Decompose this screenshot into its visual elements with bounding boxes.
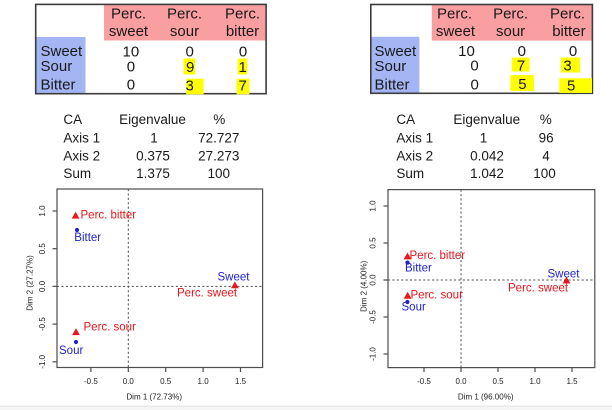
svg-text:5: 5 <box>518 76 526 93</box>
svg-text:Bitter: Bitter <box>405 263 432 275</box>
svg-text:0: 0 <box>239 44 247 61</box>
svg-text:0.5: 0.5 <box>369 237 378 249</box>
svg-text:-0.5: -0.5 <box>369 310 378 324</box>
svg-text:Bitter: Bitter <box>375 77 410 94</box>
svg-text:100: 100 <box>533 166 556 181</box>
svg-text:Dim 2 (4.00%): Dim 2 (4.00%) <box>359 260 368 311</box>
svg-text:0: 0 <box>127 77 135 94</box>
svg-text:Axis 2: Axis 2 <box>63 149 100 164</box>
svg-text:-0.5: -0.5 <box>38 317 47 331</box>
svg-text:0: 0 <box>127 59 135 76</box>
svg-text:Perc.: Perc. <box>167 5 202 22</box>
svg-text:Bitter: Bitter <box>74 232 101 244</box>
svg-text:3: 3 <box>186 78 194 95</box>
svg-text:CA: CA <box>396 112 415 127</box>
svg-text:Perc.: Perc. <box>550 5 585 22</box>
svg-text:Eigenvalue: Eigenvalue <box>453 112 520 127</box>
svg-text:sour: sour <box>496 23 525 40</box>
svg-text:0.5: 0.5 <box>38 243 47 255</box>
svg-text:Perc.: Perc. <box>437 5 472 22</box>
svg-text:1.0: 1.0 <box>38 205 47 217</box>
svg-text:4: 4 <box>542 149 550 164</box>
svg-text:%: % <box>213 112 225 127</box>
svg-text:Sweet: Sweet <box>218 272 251 284</box>
svg-text:-1.0: -1.0 <box>369 347 378 361</box>
svg-text:1.375: 1.375 <box>136 166 170 181</box>
svg-text:1.0: 1.0 <box>529 377 541 386</box>
svg-text:Dim 1 (72.73%): Dim 1 (72.73%) <box>126 392 182 401</box>
svg-text:72.727: 72.727 <box>198 130 239 145</box>
svg-text:0.0: 0.0 <box>369 274 378 286</box>
svg-text:bitter: bitter <box>226 23 259 40</box>
svg-text:Perc. bitter: Perc. bitter <box>410 250 466 262</box>
svg-text:0: 0 <box>518 43 526 60</box>
svg-text:CA: CA <box>63 112 82 127</box>
svg-text:5: 5 <box>567 78 575 95</box>
svg-text:Sour: Sour <box>375 58 407 75</box>
svg-text:Sweet: Sweet <box>548 269 581 281</box>
svg-text:Sour: Sour <box>402 302 426 314</box>
svg-text:0.0: 0.0 <box>455 377 467 386</box>
svg-text:Sour: Sour <box>41 58 73 75</box>
svg-text:Sweet: Sweet <box>41 43 84 60</box>
svg-text:bitter: bitter <box>552 23 585 40</box>
svg-text:1: 1 <box>150 130 158 145</box>
svg-text:Perc.: Perc. <box>225 5 260 22</box>
svg-text:1.5: 1.5 <box>566 377 578 386</box>
svg-text:sweet: sweet <box>109 23 149 40</box>
svg-text:3: 3 <box>563 58 571 75</box>
svg-text:1: 1 <box>480 130 488 145</box>
svg-text:Bitter: Bitter <box>41 77 76 94</box>
svg-text:1.042: 1.042 <box>470 166 504 181</box>
svg-text:96: 96 <box>539 130 554 145</box>
svg-text:27.273: 27.273 <box>198 149 239 164</box>
svg-text:Dim 2 (27.27%): Dim 2 (27.27%) <box>25 255 34 311</box>
svg-text:Axis 1: Axis 1 <box>63 130 100 145</box>
svg-text:0.0: 0.0 <box>123 377 135 386</box>
svg-text:Sum: Sum <box>396 166 424 181</box>
svg-text:9: 9 <box>186 59 194 76</box>
svg-text:Sum: Sum <box>63 166 91 181</box>
svg-text:Perc. sweet: Perc. sweet <box>508 283 569 295</box>
svg-text:-0.5: -0.5 <box>417 377 431 386</box>
svg-text:0: 0 <box>470 58 478 75</box>
svg-text:100: 100 <box>208 166 231 181</box>
svg-text:Eigenvalue: Eigenvalue <box>119 112 186 127</box>
svg-text:-1.0: -1.0 <box>38 354 47 368</box>
svg-text:1.0: 1.0 <box>369 200 378 212</box>
svg-text:Sweet: Sweet <box>375 43 418 60</box>
svg-text:0: 0 <box>569 43 577 60</box>
svg-text:0.375: 0.375 <box>136 149 170 164</box>
svg-text:0: 0 <box>186 44 194 61</box>
svg-text:sweet: sweet <box>436 23 476 40</box>
svg-text:Axis 1: Axis 1 <box>396 130 433 145</box>
svg-text:-0.5: -0.5 <box>84 377 98 386</box>
svg-text:Perc. bitter: Perc. bitter <box>81 210 137 222</box>
svg-text:0.0: 0.0 <box>38 280 47 292</box>
svg-text:10: 10 <box>123 44 140 61</box>
svg-text:Sour: Sour <box>59 345 83 357</box>
svg-text:1.0: 1.0 <box>198 377 210 386</box>
svg-text:0: 0 <box>471 77 479 94</box>
svg-text:Perc. sour: Perc. sour <box>411 289 464 301</box>
svg-text:%: % <box>540 112 552 127</box>
svg-text:0.042: 0.042 <box>470 149 504 164</box>
svg-text:Dim 1 (96.00%): Dim 1 (96.00%) <box>458 392 514 401</box>
svg-text:0.5: 0.5 <box>160 377 172 386</box>
svg-text:7: 7 <box>517 58 525 75</box>
svg-text:Axis 2: Axis 2 <box>396 149 433 164</box>
svg-text:Perc.: Perc. <box>493 5 528 22</box>
svg-text:sour: sour <box>170 23 199 40</box>
svg-text:1: 1 <box>239 59 247 76</box>
svg-text:10: 10 <box>458 43 475 60</box>
svg-text:Perc. sweet: Perc. sweet <box>177 288 238 300</box>
svg-text:Perc. sour: Perc. sour <box>84 322 137 334</box>
svg-text:Perc.: Perc. <box>111 5 146 22</box>
svg-text:1.5: 1.5 <box>235 377 247 386</box>
svg-text:7: 7 <box>239 78 247 95</box>
svg-text:0.5: 0.5 <box>492 377 504 386</box>
